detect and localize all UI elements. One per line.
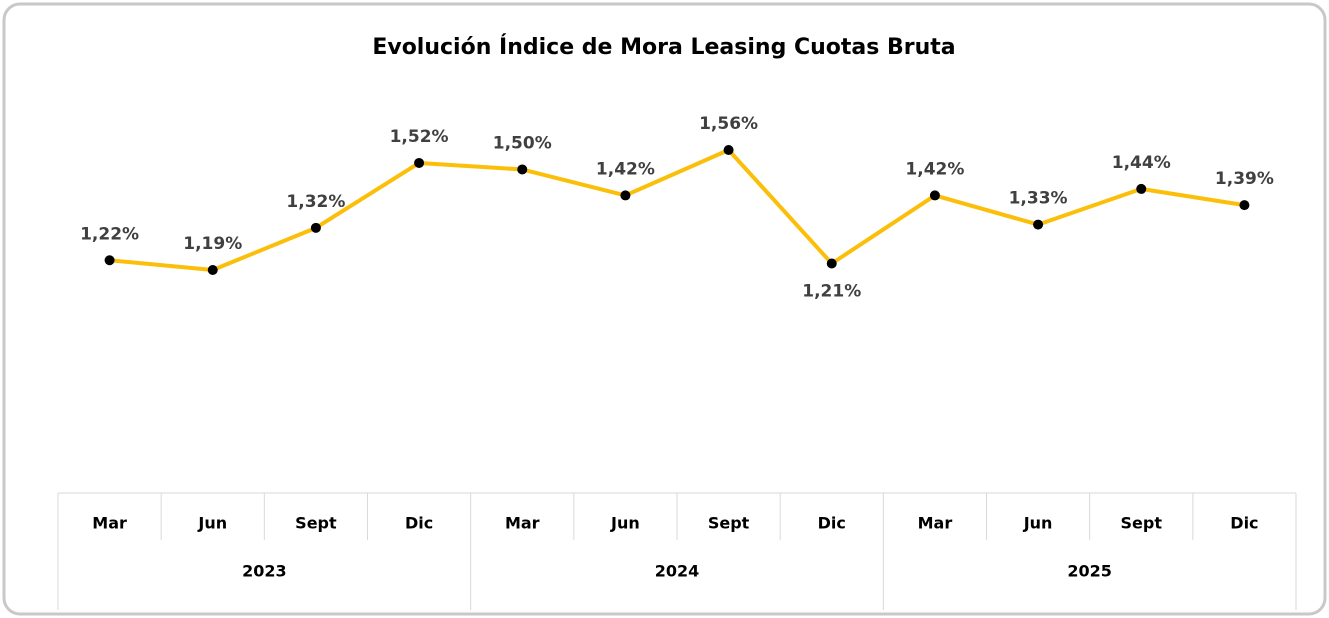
- x-tick-label: Jun: [610, 514, 640, 533]
- marker: [517, 164, 528, 175]
- data-label: 1,39%: [1215, 169, 1274, 189]
- x-tick-label: Sept: [708, 514, 750, 533]
- marker: [1239, 200, 1250, 211]
- x-tick-label: Sept: [1121, 514, 1163, 533]
- marker: [1033, 219, 1044, 230]
- data-label: 1,42%: [596, 159, 655, 179]
- marker: [1136, 183, 1147, 194]
- x-group-label: 2025: [1067, 562, 1112, 581]
- marker: [929, 190, 940, 201]
- x-tick-label: Dic: [1230, 514, 1258, 533]
- marker: [723, 145, 734, 155]
- chart-title: Evolución Índice de Mora Leasing Cuotas …: [372, 34, 955, 60]
- x-tick-label: Jun: [197, 514, 227, 533]
- data-label: 1,44%: [1112, 153, 1171, 173]
- x-group-label: 2024: [655, 562, 700, 581]
- marker: [826, 258, 837, 269]
- data-label: 1,42%: [905, 159, 964, 179]
- x-group-label: 2023: [242, 562, 287, 581]
- x-tick-label: Mar: [918, 514, 953, 533]
- x-tick-label: Dic: [818, 514, 846, 533]
- marker: [104, 255, 115, 266]
- data-label: 1,33%: [1009, 189, 1068, 209]
- data-label: 1,32%: [286, 192, 345, 212]
- marker: [207, 265, 218, 275]
- data-label: 1,50%: [493, 133, 552, 153]
- x-tick-label: Jun: [1023, 514, 1053, 533]
- data-label: 1,52%: [390, 127, 449, 147]
- data-label: 1,21%: [802, 282, 861, 302]
- marker: [310, 222, 321, 233]
- data-label: 1,56%: [699, 114, 758, 134]
- marker: [620, 190, 631, 201]
- x-tick-label: Dic: [405, 514, 433, 533]
- x-tick-label: Sept: [295, 514, 337, 533]
- x-tick-label: Mar: [92, 514, 127, 533]
- line: [109, 148, 1245, 272]
- x-tick-label: Mar: [505, 514, 540, 533]
- data-label: 1,19%: [183, 234, 242, 254]
- marker: [414, 157, 425, 168]
- data-label: 1,22%: [80, 224, 139, 244]
